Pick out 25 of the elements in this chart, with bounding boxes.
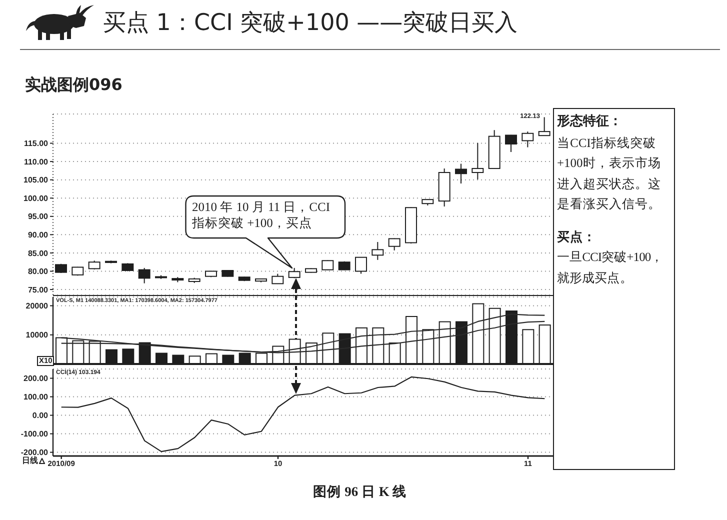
text: 形态特征： <box>557 114 622 129</box>
y-tick-label: 100.00 <box>24 392 49 402</box>
y-tick-label: 80.00 <box>28 267 49 276</box>
y-tick-label: 20000 <box>26 302 49 311</box>
y-tick-label: 0.00 <box>32 411 49 420</box>
y-tick-label: -100.00 <box>20 430 49 439</box>
y-tick-label: 10000 <box>26 330 49 340</box>
y-tick-label: 115.00 <box>24 139 49 148</box>
y-tick-label: 105.00 <box>24 176 49 185</box>
annotation: 2010 年 10 月 11 日，CCI 指标突破 +100，买点 <box>192 200 330 230</box>
y-tick-label: 110.00 <box>24 157 49 166</box>
text: 一旦CCI突破+100，就形成买点。 <box>557 250 664 284</box>
text: 当CCI指标线突破+100时，表示市场进入超买状态。这是看涨买入信号。 <box>557 136 661 211</box>
text: 买点： <box>557 228 596 244</box>
y-tick-label: 100.00 <box>24 194 49 203</box>
y-tick-label: 90.00 <box>28 230 49 240</box>
y-tick-label: 75.00 <box>28 285 49 294</box>
y-tick-label: -200.00 <box>20 448 49 458</box>
y-tick-label: 95.00 <box>28 212 49 222</box>
chart-subtitle: 实战图例096 <box>25 75 122 94</box>
y-tick-label: 85.00 <box>28 248 49 258</box>
y-tick-label: 200.00 <box>24 374 49 384</box>
chart-title: 买点 1：CCI 突破+100 ——突破日买入 <box>103 10 518 36</box>
text: 日线 <box>22 456 38 465</box>
text: 图例 96 日 K 线 <box>313 484 407 499</box>
